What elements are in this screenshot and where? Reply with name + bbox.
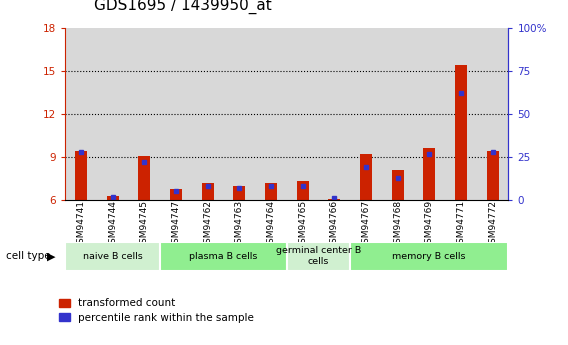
Bar [107,196,119,200]
Text: GSM94741: GSM94741 [77,200,86,249]
Bar [202,183,214,200]
Text: GDS1695 / 1439950_at: GDS1695 / 1439950_at [94,0,272,14]
Text: GSM94762: GSM94762 [203,200,212,249]
Bar [170,189,182,200]
Text: germinal center B
cells: germinal center B cells [276,246,361,266]
Bar [192,28,224,200]
Bar [97,28,128,200]
Bar [287,241,350,271]
Text: GSM94747: GSM94747 [172,200,181,249]
Bar [255,28,287,200]
Bar [65,28,97,200]
Legend: transformed count, percentile rank within the sample: transformed count, percentile rank withi… [59,298,254,323]
Text: GSM94772: GSM94772 [488,200,497,249]
Text: GSM94745: GSM94745 [140,200,149,249]
Bar [160,241,287,271]
Bar [455,65,467,200]
Text: GSM94771: GSM94771 [457,200,465,249]
Text: plasma B cells: plasma B cells [189,252,258,261]
Bar [414,28,445,200]
Bar [65,241,160,271]
Text: naive B cells: naive B cells [83,252,143,261]
Bar [296,181,308,200]
Bar [319,28,350,200]
Bar [487,151,499,200]
Bar [128,28,160,200]
Bar [350,241,508,271]
Text: GSM94767: GSM94767 [361,200,370,249]
Bar [328,199,340,200]
Text: cell type: cell type [6,251,51,261]
Bar [445,28,477,200]
Text: ▶: ▶ [47,251,56,261]
Bar [224,28,255,200]
Text: GSM94744: GSM94744 [108,200,117,249]
Bar [477,28,508,200]
Bar [287,28,319,200]
Text: memory B cells: memory B cells [392,252,466,261]
Text: GSM94764: GSM94764 [266,200,275,249]
Bar [423,148,435,200]
Bar [382,28,414,200]
Text: GSM94765: GSM94765 [298,200,307,249]
Bar [360,154,372,200]
Bar [350,28,382,200]
Text: GSM94766: GSM94766 [330,200,339,249]
Bar [233,186,245,200]
Bar [391,170,404,200]
Text: GSM94763: GSM94763 [235,200,244,249]
Text: GSM94768: GSM94768 [393,200,402,249]
Text: GSM94769: GSM94769 [425,200,434,249]
Bar [139,156,151,200]
Bar [75,151,87,200]
Bar [160,28,192,200]
Bar [265,183,277,200]
